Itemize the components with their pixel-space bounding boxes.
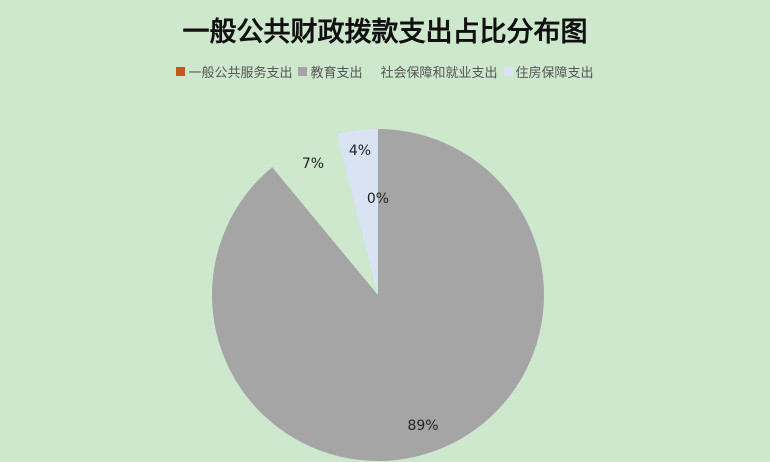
pie-slice xyxy=(272,134,378,295)
legend-swatch xyxy=(503,67,513,76)
legend-swatch xyxy=(298,67,308,76)
legend-item: 教育支出 xyxy=(298,62,363,81)
legend-swatch xyxy=(368,67,378,76)
legend-item: 住房保障支出 xyxy=(503,62,594,81)
legend: 一般公共服务支出 教育支出 社会保障和就业支出 住房保障支出 xyxy=(0,62,770,81)
data-label: 0% xyxy=(367,191,389,207)
legend-label: 教育支出 xyxy=(310,66,363,81)
chart-title: 一般公共财政拨款支出占比分布图 xyxy=(182,17,588,48)
data-label: 7% xyxy=(302,156,324,172)
legend-swatch xyxy=(176,67,186,76)
pie-slice xyxy=(336,129,378,295)
data-label: 4% xyxy=(349,143,371,159)
legend-item: 一般公共服务支出 xyxy=(176,62,292,81)
legend-label: 住房保障支出 xyxy=(515,66,594,81)
legend-label: 社会保障和就业支出 xyxy=(380,66,498,81)
data-label: 89% xyxy=(407,418,438,434)
legend-label: 一般公共服务支出 xyxy=(188,66,293,81)
legend-item: 社会保障和就业支出 xyxy=(368,62,498,81)
